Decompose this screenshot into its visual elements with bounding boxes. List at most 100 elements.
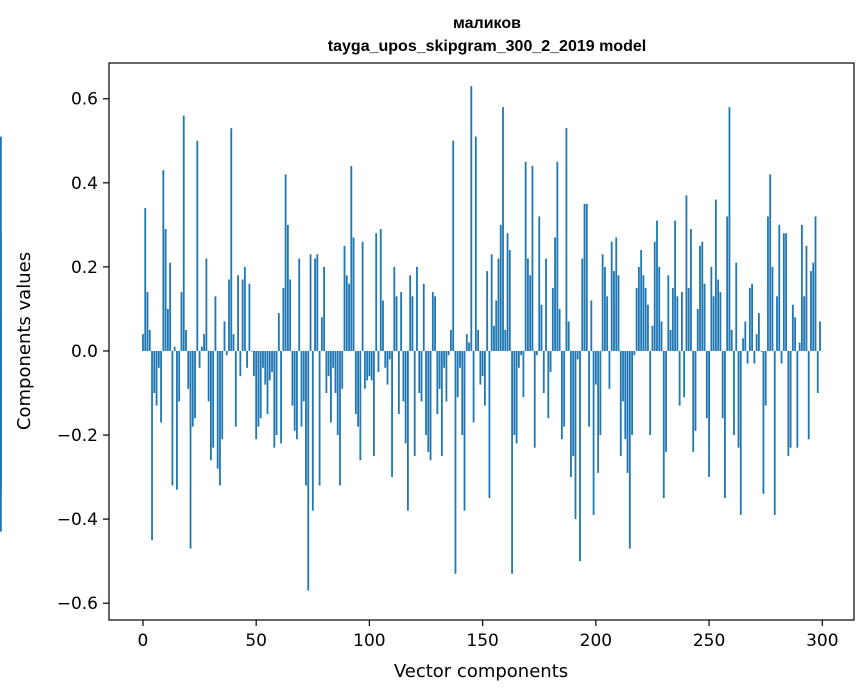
bar — [289, 279, 292, 351]
bar — [350, 165, 353, 351]
bar — [785, 233, 787, 351]
bar — [533, 350, 536, 448]
bar — [443, 350, 446, 368]
bar — [556, 161, 559, 351]
bar — [209, 350, 212, 461]
bar — [271, 350, 273, 372]
bar — [667, 275, 670, 351]
bar — [146, 292, 149, 351]
bar — [685, 195, 688, 351]
bar — [373, 350, 375, 457]
bar — [624, 350, 627, 440]
bar — [599, 350, 602, 436]
bar — [493, 325, 495, 351]
bar — [635, 287, 638, 351]
y-tick-label: −0.6 — [57, 594, 98, 614]
bar — [551, 287, 554, 351]
bar — [309, 254, 312, 351]
bar — [384, 350, 387, 368]
bar — [239, 350, 242, 377]
x-tick-label: 100 — [353, 631, 385, 651]
bar — [633, 350, 636, 356]
bar — [298, 258, 301, 351]
bar — [597, 350, 600, 473]
bar — [773, 350, 776, 515]
bar — [592, 350, 595, 515]
plot-frame — [108, 62, 855, 621]
bar — [454, 350, 457, 574]
bar — [440, 350, 443, 457]
bar — [221, 350, 224, 440]
bar — [579, 350, 581, 562]
bar — [386, 350, 389, 385]
bar — [644, 287, 647, 351]
bar — [687, 287, 690, 351]
bar — [169, 262, 172, 351]
bar — [402, 350, 405, 402]
bar — [300, 350, 303, 427]
bar — [445, 350, 448, 402]
bar — [778, 224, 781, 351]
bar — [658, 266, 661, 351]
bar — [395, 296, 398, 351]
bar — [671, 287, 674, 351]
bar — [219, 350, 221, 486]
bar — [511, 350, 513, 574]
bar — [157, 350, 160, 368]
bar — [567, 321, 570, 351]
bar — [705, 350, 708, 419]
bars-group — [0, 86, 821, 591]
bar — [721, 350, 724, 419]
bar — [397, 350, 400, 415]
bar — [730, 329, 733, 351]
bar — [753, 350, 756, 364]
bar — [810, 271, 812, 351]
bar — [803, 296, 806, 351]
bar — [642, 275, 645, 351]
bar — [191, 350, 194, 427]
bar — [189, 350, 192, 549]
y-tick-label: 0.2 — [71, 258, 98, 278]
bar — [483, 350, 486, 406]
bar — [812, 262, 815, 351]
bar — [653, 241, 656, 351]
bar — [164, 229, 167, 351]
bar — [574, 350, 577, 520]
bar — [563, 350, 566, 427]
bar — [291, 350, 294, 406]
bar — [520, 350, 523, 356]
bar — [719, 292, 722, 351]
bar — [207, 350, 210, 402]
bar — [268, 350, 271, 381]
bar — [585, 203, 588, 351]
bar — [311, 350, 314, 511]
bar — [798, 342, 801, 351]
y-tick-label: 0.4 — [71, 174, 98, 194]
bar — [307, 350, 310, 591]
bar — [237, 275, 239, 351]
bar — [549, 350, 552, 372]
bar — [816, 350, 819, 393]
bar — [522, 350, 525, 398]
bar — [703, 283, 706, 351]
bar — [737, 350, 740, 448]
bar — [570, 350, 572, 478]
bar — [411, 296, 414, 351]
bar — [665, 350, 667, 452]
y-axis: −0.6 −0.4 −0.2 0.0 0.2 0.4 0.6 — [57, 90, 109, 614]
bar — [327, 350, 330, 377]
bar — [273, 350, 276, 448]
bar — [515, 350, 518, 444]
x-tick-label: 150 — [466, 631, 498, 651]
bar — [434, 296, 436, 351]
bar — [330, 350, 332, 423]
bar — [214, 296, 217, 351]
bar — [735, 262, 738, 351]
bar — [173, 346, 176, 351]
bar — [166, 308, 169, 351]
bar — [377, 350, 380, 372]
bar — [506, 233, 509, 351]
bar — [504, 329, 507, 351]
bar — [151, 350, 153, 541]
